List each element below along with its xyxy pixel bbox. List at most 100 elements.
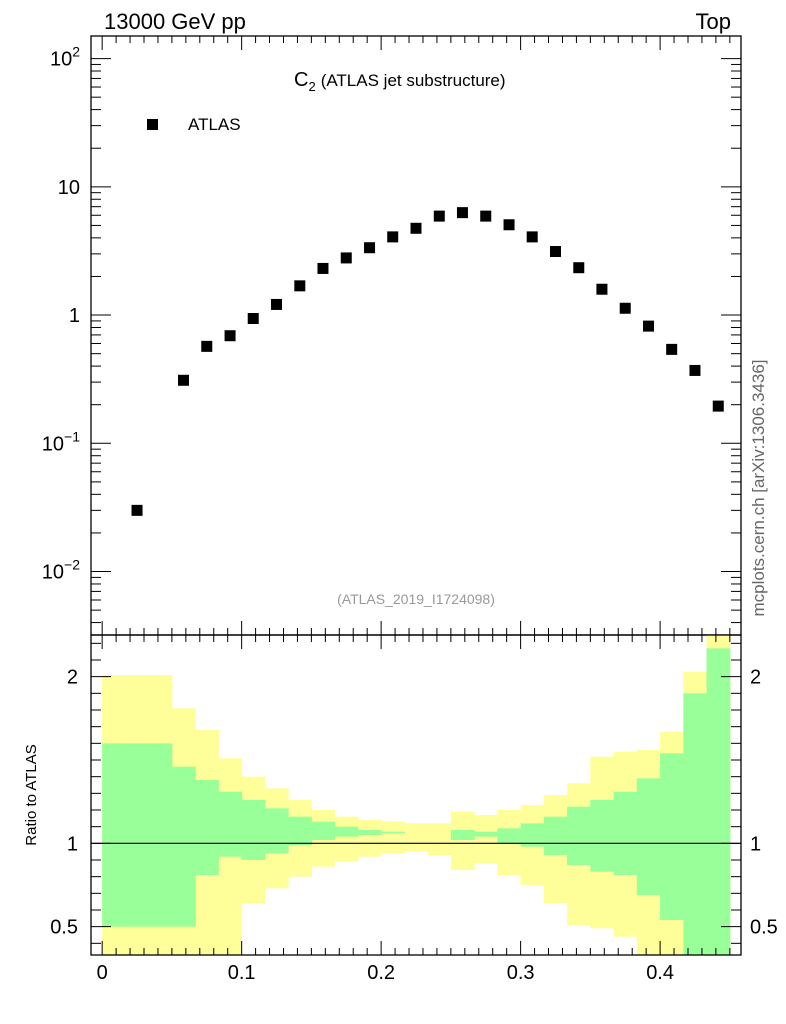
data-point: [573, 262, 585, 274]
ratio-panel: 0.5 0.5 1 1 2 2 0 0.1 0.2 0.3 0.4 Ratio to ATLAS: [23, 634, 778, 984]
total-uncertainty-band: [381, 821, 405, 854]
stat-uncertainty-band: [450, 830, 475, 840]
y-tick-label: 10: [58, 177, 80, 199]
y-tick-label: 102: [50, 44, 80, 71]
ratio-bands: [102, 635, 731, 955]
total-uncertainty-band: [334, 816, 359, 862]
y-tick-label-base: 10: [42, 433, 64, 455]
stat-uncertainty-band: [102, 743, 173, 927]
stat-uncertainty-band: [497, 828, 522, 844]
data-point: [480, 210, 492, 222]
side-label: mcplots.cern.ch [arXiv:1306.3436]: [749, 359, 768, 616]
ratio-panel-frame: [90, 634, 742, 956]
stat-uncertainty-band: [264, 808, 289, 854]
data-point: [619, 302, 631, 314]
total-uncertainty-band: [474, 815, 498, 864]
data-point: [549, 246, 561, 258]
stat-uncertainty-band: [613, 791, 638, 875]
y-tick-label-exponent: −1: [64, 428, 80, 444]
ratio-y-tick-label-right: 1: [750, 833, 761, 855]
data-point: [131, 504, 143, 516]
stat-uncertainty-band: [288, 816, 312, 845]
x-tick-label: 0.3: [507, 962, 535, 984]
data-point: [456, 207, 468, 219]
data-point: [387, 231, 399, 243]
header-right-label: Top: [696, 9, 731, 34]
data-point: [177, 374, 189, 386]
x-tick-label: 0: [97, 962, 108, 984]
y-tick-label: 1: [69, 305, 80, 327]
x-tick-label: 0.2: [367, 962, 395, 984]
total-uncertainty-band: [450, 811, 475, 870]
y-tick-label-base: 10: [42, 562, 64, 584]
data-point: [596, 283, 608, 295]
plot-title-rest: (ATLAS jet substructure): [321, 71, 506, 90]
stat-uncertainty-band: [357, 830, 382, 835]
ratio-y-tick-label-left: 2: [67, 667, 78, 689]
y-tick-label-base: 1: [69, 305, 80, 327]
data-point: [201, 340, 213, 352]
stat-uncertainty-band: [474, 831, 498, 837]
y-tick-label-base: 10: [58, 177, 80, 199]
y-tick-label-base: 10: [50, 49, 72, 71]
y-tick-label: 10−2: [42, 557, 80, 584]
ratio-y-tick-label-right: 2: [750, 667, 761, 689]
stat-uncertainty-band: [590, 800, 615, 872]
ratio-y-tick-label-right: 0.5: [750, 917, 778, 939]
data-point: [410, 222, 422, 234]
legend-label: ATLAS: [188, 115, 241, 134]
analysis-id: (ATLAS_2019_I1724098): [337, 591, 495, 607]
stat-uncertainty-band: [241, 800, 266, 860]
stat-uncertainty-band: [636, 778, 661, 895]
stat-uncertainty-band: [567, 806, 591, 865]
stat-uncertainty-band: [683, 693, 708, 955]
data-point: [503, 219, 515, 231]
y-tick-label: 10−1: [42, 428, 80, 455]
y-tick-label-exponent: −2: [64, 557, 80, 573]
plot-title-subscript: 2: [308, 79, 315, 94]
stat-uncertainty-band: [381, 831, 405, 834]
stat-uncertainty-band: [334, 826, 359, 837]
legend-marker: [147, 119, 158, 130]
stat-uncertainty-band: [311, 821, 336, 840]
total-uncertainty-band: [427, 823, 452, 855]
data-points: [131, 207, 724, 516]
plot-title: C2 (ATLAS jet substructure): [294, 69, 506, 94]
ratio-y-axis-label: Ratio to ATLAS: [23, 744, 40, 845]
main-panel-ticks: [91, 36, 741, 635]
x-tick-label: 0.1: [228, 962, 256, 984]
stat-uncertainty-band: [520, 823, 545, 847]
data-point: [526, 231, 538, 243]
stat-uncertainty-band: [543, 816, 568, 855]
data-point: [271, 298, 283, 310]
stat-uncertainty-band: [195, 780, 219, 875]
stat-uncertainty-band: [706, 648, 731, 955]
x-tick-label: 0.4: [646, 962, 674, 984]
data-point: [364, 242, 376, 254]
data-point: [224, 330, 236, 342]
data-point: [643, 320, 655, 332]
stat-uncertainty-band: [218, 791, 243, 857]
stat-uncertainty-band: [660, 753, 684, 920]
data-point: [666, 343, 678, 355]
data-point: [433, 210, 445, 222]
ratio-panel-ticks: [91, 635, 741, 955]
y-tick-label-exponent: 2: [72, 44, 80, 60]
header-left-label: 13000 GeV pp: [104, 9, 246, 34]
data-point: [689, 364, 701, 376]
plot-title-main: C: [294, 69, 308, 91]
data-point: [247, 313, 259, 325]
stat-uncertainty-band: [171, 766, 196, 927]
data-point: [712, 400, 724, 412]
total-uncertainty-band: [357, 820, 382, 857]
data-point: [317, 262, 329, 274]
ratio-y-tick-label-left: 1: [67, 833, 78, 855]
data-point: [340, 252, 352, 264]
data-point: [294, 280, 306, 292]
ratio-y-tick-label-left: 0.5: [50, 917, 78, 939]
ratio-panel-tick-labels: 0.5 0.5 1 1 2 2 0 0.1 0.2 0.3 0.4: [50, 667, 778, 984]
total-uncertainty-band: [404, 823, 429, 852]
